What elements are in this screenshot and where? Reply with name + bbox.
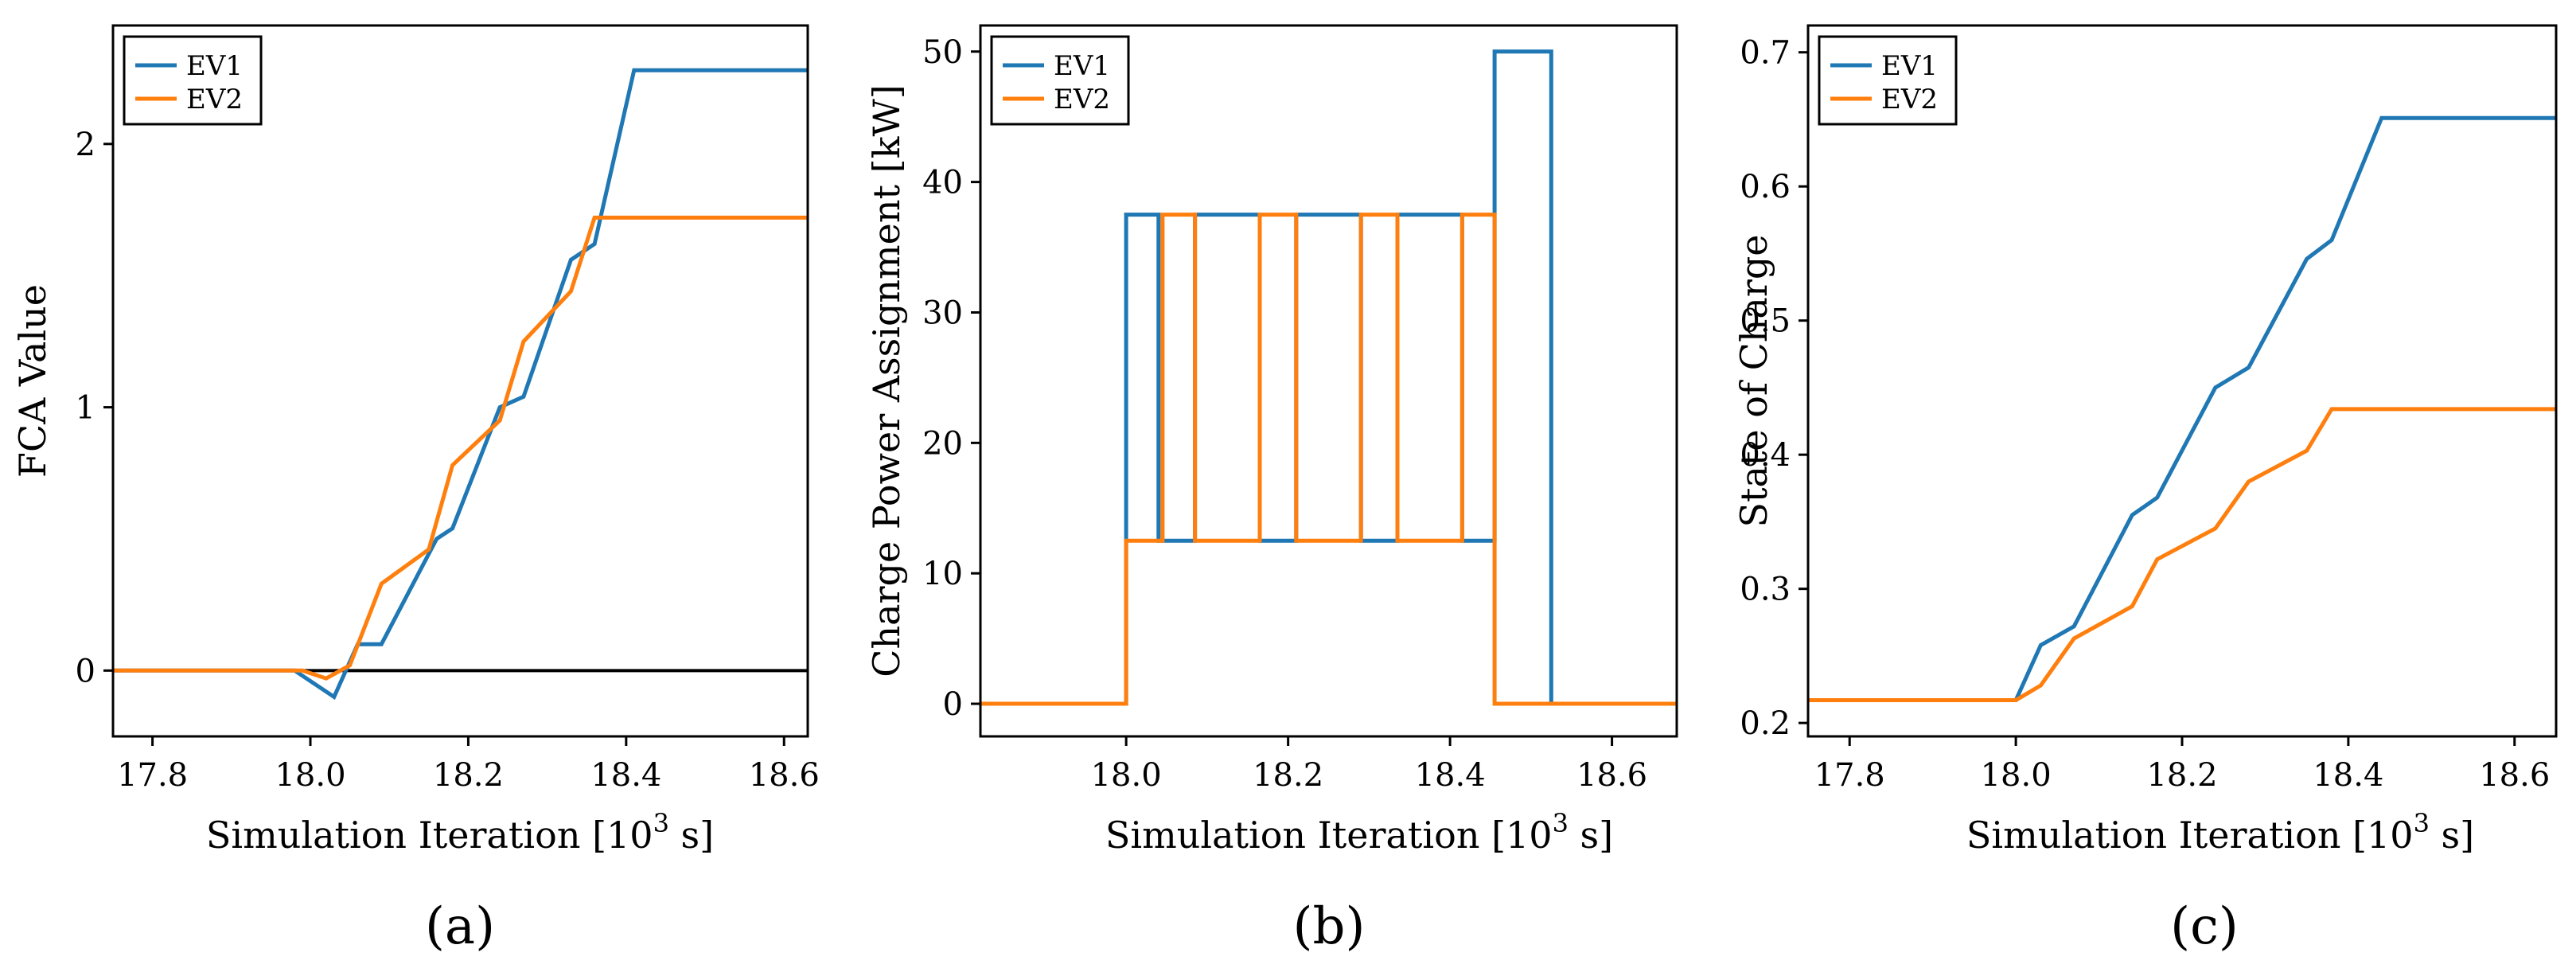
y-tick-label: 20 <box>922 425 963 462</box>
y-tick-label: 50 <box>922 34 963 71</box>
legend-label-ev2: EV2 <box>1054 84 1110 115</box>
x-tick-label: 18.2 <box>433 757 504 794</box>
legend-label-ev1: EV1 <box>186 50 243 82</box>
x-tick-label: 18.2 <box>1253 757 1323 794</box>
y-tick-label: 0 <box>943 686 963 723</box>
y-tick-label: 0.6 <box>1740 169 1791 205</box>
y-tick-label: 0 <box>76 653 95 689</box>
series-line-ev1 <box>980 49 1677 706</box>
y-tick-label: 40 <box>922 165 963 201</box>
x-tick-label: 17.8 <box>1814 757 1885 794</box>
y-tick-label: 0.2 <box>1740 705 1791 742</box>
x-tick-label: 18.4 <box>590 757 661 794</box>
x-tick-label: 18.2 <box>2146 757 2217 794</box>
x-tick-label: 18.6 <box>1576 757 1647 794</box>
y-axis-label: FCA Value <box>11 284 54 478</box>
x-tick-label: 18.0 <box>275 757 345 794</box>
series-line-ev2 <box>113 215 808 681</box>
plot-frame <box>111 24 809 738</box>
y-tick-label: 0.4 <box>1740 437 1791 474</box>
legend-box <box>1818 35 1958 126</box>
chart-1: 18.0 18.2 18.4 18.6 0 10 20 30 40 50 Simulation It… <box>865 24 1678 956</box>
x-tick-label: 18.0 <box>1091 757 1162 794</box>
y-tick-label: 0.5 <box>1740 303 1791 340</box>
y-tick-label: 0.3 <box>1740 572 1791 608</box>
series-line-ev1 <box>113 68 808 701</box>
x-axis-label: Simulation Iteration [103 s] <box>1105 808 1613 857</box>
plot-frame <box>979 24 1678 738</box>
panel-label: (b) <box>1293 897 1366 956</box>
x-tick-label: 18.6 <box>749 757 820 794</box>
x-tick-label: 18.0 <box>1981 757 2052 794</box>
series-line-ev1 <box>1808 115 2556 702</box>
panel-label: (c) <box>2170 897 2239 956</box>
x-axis-label: Simulation Iteration [103 s] <box>206 808 714 857</box>
legend-label-ev1: EV1 <box>1054 50 1110 82</box>
y-tick-label: 10 <box>922 556 963 592</box>
legend-box <box>990 35 1130 126</box>
legend-label-ev1: EV1 <box>1881 50 1938 82</box>
y-axis-label: Charge Power Assignment [kW] <box>865 84 908 677</box>
x-tick-label: 18.4 <box>1415 757 1486 794</box>
chart-0: 17.8 18.0 18.2 18.4 18.6 0 1 2 Simulation Iterat… <box>11 24 820 956</box>
x-tick-label: 18.4 <box>2313 757 2383 794</box>
x-tick-label: 18.6 <box>2479 757 2550 794</box>
panel-label: (a) <box>425 897 495 956</box>
series-line-ev2 <box>980 213 1677 706</box>
y-axis-label: State of Charge <box>1732 235 1775 528</box>
series-line-ev2 <box>1808 407 2556 702</box>
x-tick-label: 17.8 <box>117 757 188 794</box>
y-tick-label: 0.7 <box>1740 35 1791 72</box>
x-axis-label: Simulation Iteration [103 s] <box>1966 808 2474 857</box>
y-tick-label: 2 <box>76 127 95 163</box>
y-tick-label: 1 <box>76 390 95 427</box>
legend-box <box>123 35 263 126</box>
plot-frame <box>1806 24 2558 738</box>
y-tick-label: 30 <box>922 295 963 331</box>
chart-2: 17.8 18.0 18.2 18.4 18.6 0.2 0.3 0.4 0.5 0.6 0.7 Si… <box>1732 24 2558 956</box>
legend-label-ev2: EV2 <box>186 84 243 115</box>
legend-label-ev2: EV2 <box>1881 84 1938 115</box>
